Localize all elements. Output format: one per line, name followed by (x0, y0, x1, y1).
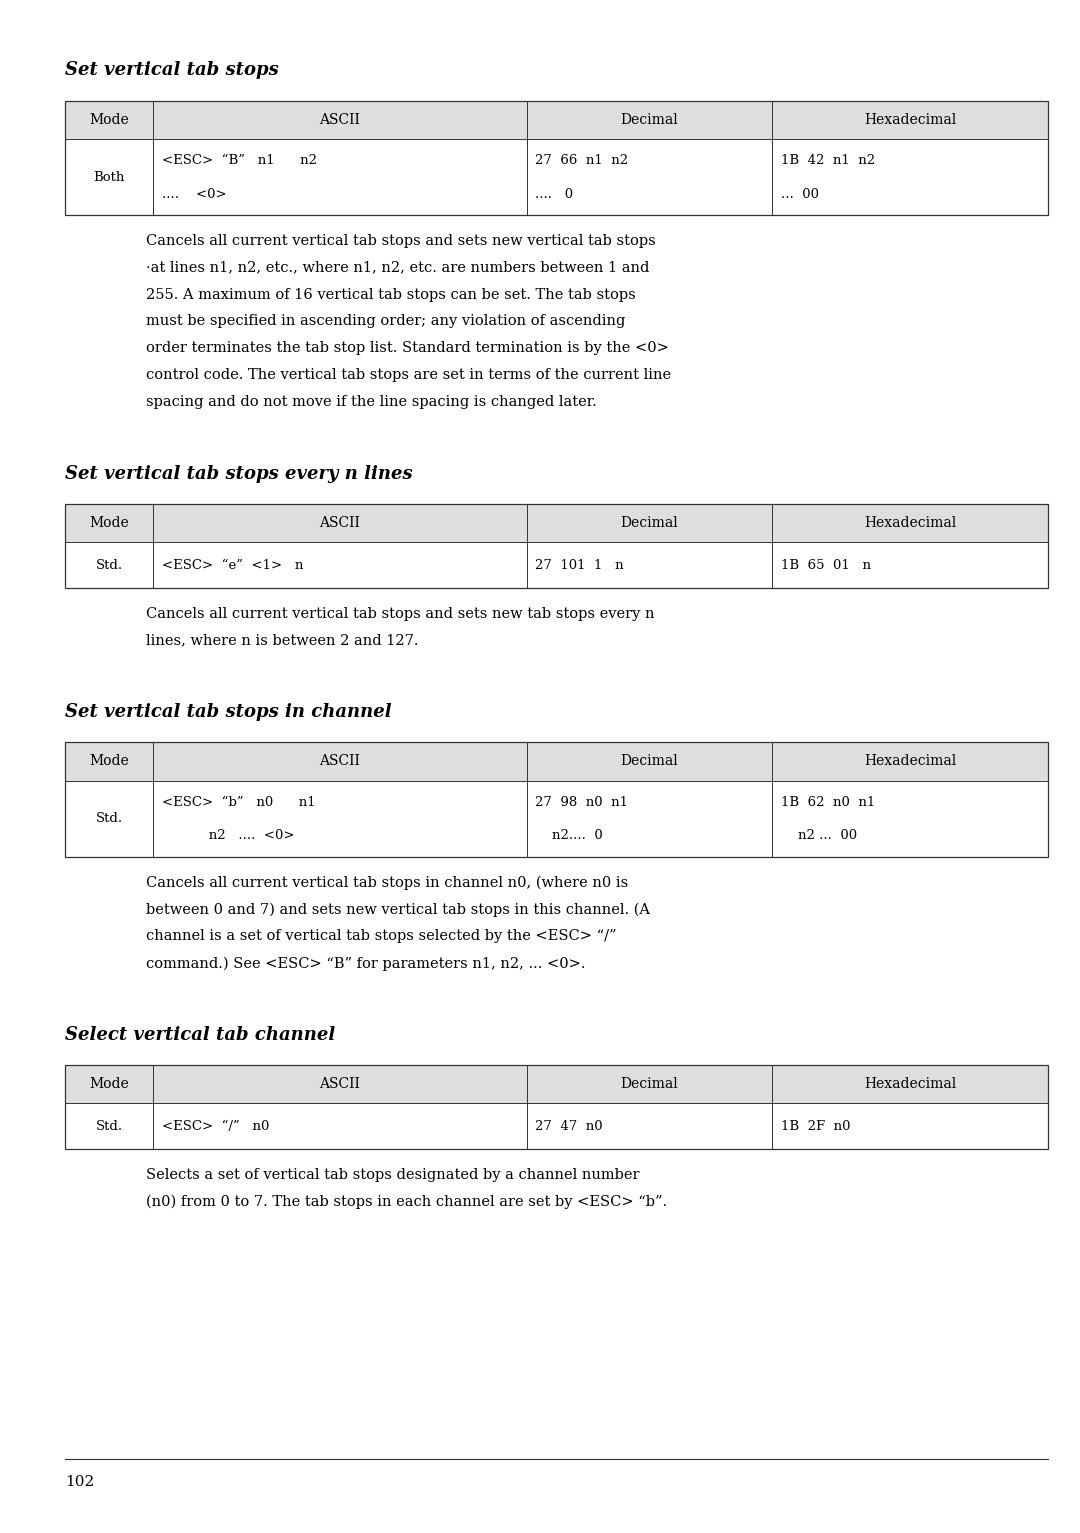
Text: Decimal: Decimal (621, 517, 678, 530)
Text: Set vertical tab stops in channel: Set vertical tab stops in channel (65, 704, 391, 721)
Text: Hexadecimal: Hexadecimal (864, 113, 956, 127)
Text: Hexadecimal: Hexadecimal (864, 1078, 956, 1091)
Text: Mode: Mode (90, 113, 129, 127)
Text: Std.: Std. (95, 1121, 123, 1133)
Text: ASCII: ASCII (320, 754, 361, 768)
Text: 27  101  1   n: 27 101 1 n (536, 558, 624, 572)
Text: Cancels all current vertical tab stops and sets new tab stops every n: Cancels all current vertical tab stops a… (146, 607, 654, 621)
Text: Select vertical tab channel: Select vertical tab channel (65, 1026, 335, 1044)
Bar (65, 101, 1048, 216)
Bar (65, 1065, 1048, 1150)
Text: Decimal: Decimal (621, 754, 678, 768)
Text: 27  47  n0: 27 47 n0 (536, 1121, 603, 1133)
Text: 102: 102 (65, 1475, 94, 1489)
Text: 1B  62  n0  n1: 1B 62 n0 n1 (781, 796, 875, 808)
Text: <ESC>  “B”   n1      n2: <ESC> “B” n1 n2 (162, 153, 316, 167)
Text: 1B  65  01   n: 1B 65 01 n (781, 558, 872, 572)
Text: command.) See <ESC> “B” for parameters n1, n2, ... <0>.: command.) See <ESC> “B” for parameters n… (146, 957, 585, 970)
Text: ....   0: .... 0 (536, 187, 573, 201)
Text: Mode: Mode (90, 754, 129, 768)
Text: Cancels all current vertical tab stops in channel n0, (where n0 is: Cancels all current vertical tab stops i… (146, 875, 629, 891)
Text: <ESC>  “e”  <1>   n: <ESC> “e” <1> n (162, 558, 303, 572)
Text: Decimal: Decimal (621, 113, 678, 127)
Text: ·at lines n1, n2, etc., where n1, n2, etc. are numbers between 1 and: ·at lines n1, n2, etc., where n1, n2, et… (146, 261, 649, 274)
Text: control code. The vertical tab stops are set in terms of the current line: control code. The vertical tab stops are… (146, 368, 671, 382)
Text: Both: Both (93, 170, 124, 184)
Text: Selects a set of vertical tab stops designated by a channel number: Selects a set of vertical tab stops desi… (146, 1168, 639, 1182)
Text: Std.: Std. (95, 812, 123, 825)
Text: 27  66  n1  n2: 27 66 n1 n2 (536, 153, 629, 167)
Text: 1B  42  n1  n2: 1B 42 n1 n2 (781, 153, 875, 167)
Text: ASCII: ASCII (320, 517, 361, 530)
Bar (65, 1065, 1048, 1104)
Text: <ESC>  “/”   n0: <ESC> “/” n0 (162, 1121, 269, 1133)
Text: Mode: Mode (90, 517, 129, 530)
Text: Std.: Std. (95, 558, 123, 572)
Text: order terminates the tab stop list. Standard termination is by the <0>: order terminates the tab stop list. Stan… (146, 342, 669, 356)
Text: ....    <0>: .... <0> (162, 187, 227, 201)
Text: Set vertical tab stops every n lines: Set vertical tab stops every n lines (65, 464, 413, 483)
Text: spacing and do not move if the line spacing is changed later.: spacing and do not move if the line spac… (146, 396, 596, 409)
Bar (65, 101, 1048, 140)
Text: Decimal: Decimal (621, 1078, 678, 1091)
Text: <ESC>  “b”   n0      n1: <ESC> “b” n0 n1 (162, 796, 315, 808)
Text: ASCII: ASCII (320, 1078, 361, 1091)
Text: lines, where n is between 2 and 127.: lines, where n is between 2 and 127. (146, 633, 418, 647)
Text: (n0) from 0 to 7. The tab stops in each channel are set by <ESC> “b”.: (n0) from 0 to 7. The tab stops in each … (146, 1194, 667, 1210)
Text: Hexadecimal: Hexadecimal (864, 754, 956, 768)
Text: 1B  2F  n0: 1B 2F n0 (781, 1121, 851, 1133)
Bar (65, 504, 1048, 543)
Text: Hexadecimal: Hexadecimal (864, 517, 956, 530)
Bar (65, 504, 1048, 589)
Bar (65, 742, 1048, 780)
Text: must be specified in ascending order; any violation of ascending: must be specified in ascending order; an… (146, 314, 625, 328)
Text: Mode: Mode (90, 1078, 129, 1091)
Bar (65, 742, 1048, 857)
Text: Cancels all current vertical tab stops and sets new vertical tab stops: Cancels all current vertical tab stops a… (146, 235, 656, 248)
Text: n2 ...  00: n2 ... 00 (781, 829, 858, 842)
Text: 27  98  n0  n1: 27 98 n0 n1 (536, 796, 629, 808)
Text: n2   ....  <0>: n2 .... <0> (162, 829, 295, 842)
Text: n2....  0: n2.... 0 (536, 829, 603, 842)
Text: ...  00: ... 00 (781, 187, 819, 201)
Text: ASCII: ASCII (320, 113, 361, 127)
Text: between 0 and 7) and sets new vertical tab stops in this channel. (A: between 0 and 7) and sets new vertical t… (146, 903, 650, 917)
Text: 255. A maximum of 16 vertical tab stops can be set. The tab stops: 255. A maximum of 16 vertical tab stops … (146, 288, 635, 302)
Text: channel is a set of vertical tab stops selected by the <ESC> “/”: channel is a set of vertical tab stops s… (146, 929, 617, 943)
Text: Set vertical tab stops: Set vertical tab stops (65, 61, 279, 80)
